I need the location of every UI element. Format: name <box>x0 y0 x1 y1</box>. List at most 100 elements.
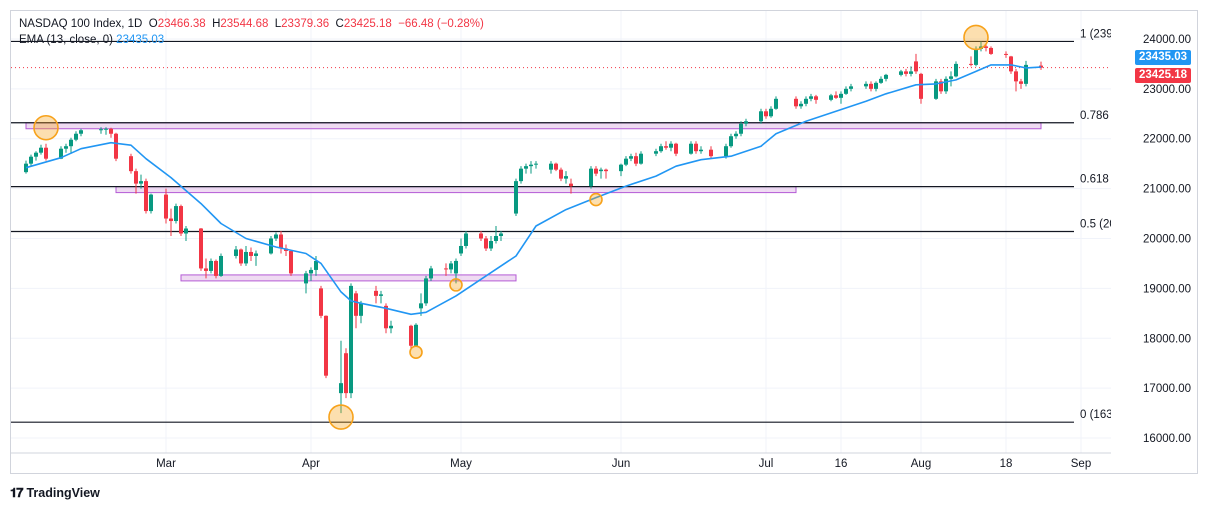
highlight-circle <box>963 24 989 51</box>
x-tick-label: May <box>450 458 472 470</box>
candle-body <box>109 128 113 134</box>
candle-body <box>939 81 943 92</box>
ohlc-legend: NASDAQ 100 Index, 1D O23466.38 H23544.68… <box>19 18 484 30</box>
tradingview-footer[interactable]: 𝟏𝟕 TradingView <box>10 484 100 502</box>
candle-body <box>289 250 293 274</box>
candle-body <box>934 81 938 99</box>
price-chart[interactable]: 1 (23950 0.786 (2 0.618 (2 0.5 (201 0 (16318… <box>11 11 1197 473</box>
candle-body <box>849 86 853 89</box>
candle-body <box>639 153 643 164</box>
y-tick-label: 17000.00 <box>1143 383 1191 395</box>
highlight-circle <box>449 278 463 292</box>
candle-body <box>534 163 538 165</box>
candle-body <box>444 268 448 270</box>
y-tick-label: 24000.00 <box>1143 34 1191 46</box>
ema-price-tag: 23435.03 <box>1135 50 1191 66</box>
candles-layer <box>24 41 1043 414</box>
low-value: 23379.36 <box>281 18 330 30</box>
high-label: H <box>212 18 221 30</box>
candle-body <box>209 260 213 271</box>
x-tick-label: Sep <box>1071 458 1091 470</box>
candle-body <box>664 146 668 148</box>
candle-body <box>149 194 153 212</box>
candle-body <box>659 146 663 152</box>
fib-label: 0.5 (201 <box>1080 219 1122 231</box>
x-tick-label: Aug <box>911 458 931 470</box>
candle-body <box>724 146 728 157</box>
candle-body <box>984 46 988 48</box>
candle-body <box>554 163 558 170</box>
candle-body <box>24 163 28 173</box>
candle-body <box>1009 56 1013 72</box>
candle-body <box>564 176 568 179</box>
candle-body <box>759 111 763 122</box>
candle-body <box>379 294 383 296</box>
tradingview-logo-icon: 𝟏𝟕 <box>10 485 24 500</box>
candle-body <box>709 149 713 157</box>
candle-body <box>144 181 148 212</box>
candle-body <box>134 171 138 184</box>
candle-body <box>244 251 248 264</box>
highlight-circle <box>589 192 603 207</box>
candle-body <box>514 181 518 214</box>
candle-body <box>904 71 908 74</box>
candle-body <box>1039 65 1043 68</box>
candle-body <box>769 108 773 117</box>
candle-body <box>764 111 768 117</box>
support-zone <box>25 122 1042 130</box>
fib-label: 0.786 (2 <box>1080 110 1122 122</box>
ema-layer <box>25 64 1042 316</box>
candle-body <box>429 268 433 279</box>
candle-body <box>414 324 418 346</box>
candle-body <box>279 234 283 249</box>
close-price-tag: 23425.18 <box>1135 67 1191 83</box>
candle-body <box>814 96 818 100</box>
candle-body <box>529 164 533 167</box>
candle-body <box>804 98 808 104</box>
candle-body <box>689 143 693 154</box>
zones-layer <box>25 122 1042 282</box>
candle-body <box>129 156 133 172</box>
candle-body <box>304 273 308 284</box>
candle-body <box>44 147 48 159</box>
candle-body <box>344 353 348 394</box>
candle-body <box>174 206 178 222</box>
candle-body <box>1024 64 1028 84</box>
candle-body <box>359 303 363 316</box>
candle-body <box>919 73 923 99</box>
y-tick-label: 22000.00 <box>1143 134 1191 146</box>
fib-label: 1 (23950 <box>1080 28 1125 40</box>
candle-body <box>594 168 598 174</box>
candle-body <box>374 290 378 296</box>
candle-body <box>909 71 913 74</box>
candle-body <box>844 88 848 94</box>
candle-body <box>69 139 73 147</box>
candle-body <box>699 149 703 152</box>
candle-body <box>274 234 278 239</box>
y-tick-label: 16000.00 <box>1143 433 1191 445</box>
axes-layer: 24000.00 23000.00 22000.00 21000.00 20000.00… <box>11 11 1197 473</box>
ema-line <box>25 64 1042 316</box>
candle-body <box>79 130 83 134</box>
candle-body <box>489 240 493 249</box>
fib-label: 0 (16318 <box>1080 409 1125 421</box>
support-zone <box>180 274 517 282</box>
candle-body <box>834 95 838 98</box>
candle-body <box>949 76 953 79</box>
candle-body <box>884 74 888 79</box>
candle-body <box>419 303 423 309</box>
candle-body <box>569 183 573 187</box>
ema-value: 23435.03 <box>116 34 165 46</box>
candle-body <box>319 288 323 316</box>
y-tick-label: 18000.00 <box>1143 333 1191 345</box>
ema-legend[interactable]: EMA (13, close, 0) 23435.03 <box>19 34 164 46</box>
candle-body <box>214 260 218 276</box>
candle-body <box>424 278 428 304</box>
candle-body <box>839 93 843 98</box>
candle-body <box>339 383 343 394</box>
x-tick-label: Apr <box>302 458 320 470</box>
chart-panel[interactable]: 1 (23950 0.786 (2 0.618 (2 0.5 (201 0 (16318… <box>10 10 1198 474</box>
candle-body <box>674 143 678 154</box>
x-tick-label: 18 <box>1000 458 1013 470</box>
highlight-circle <box>328 404 354 430</box>
